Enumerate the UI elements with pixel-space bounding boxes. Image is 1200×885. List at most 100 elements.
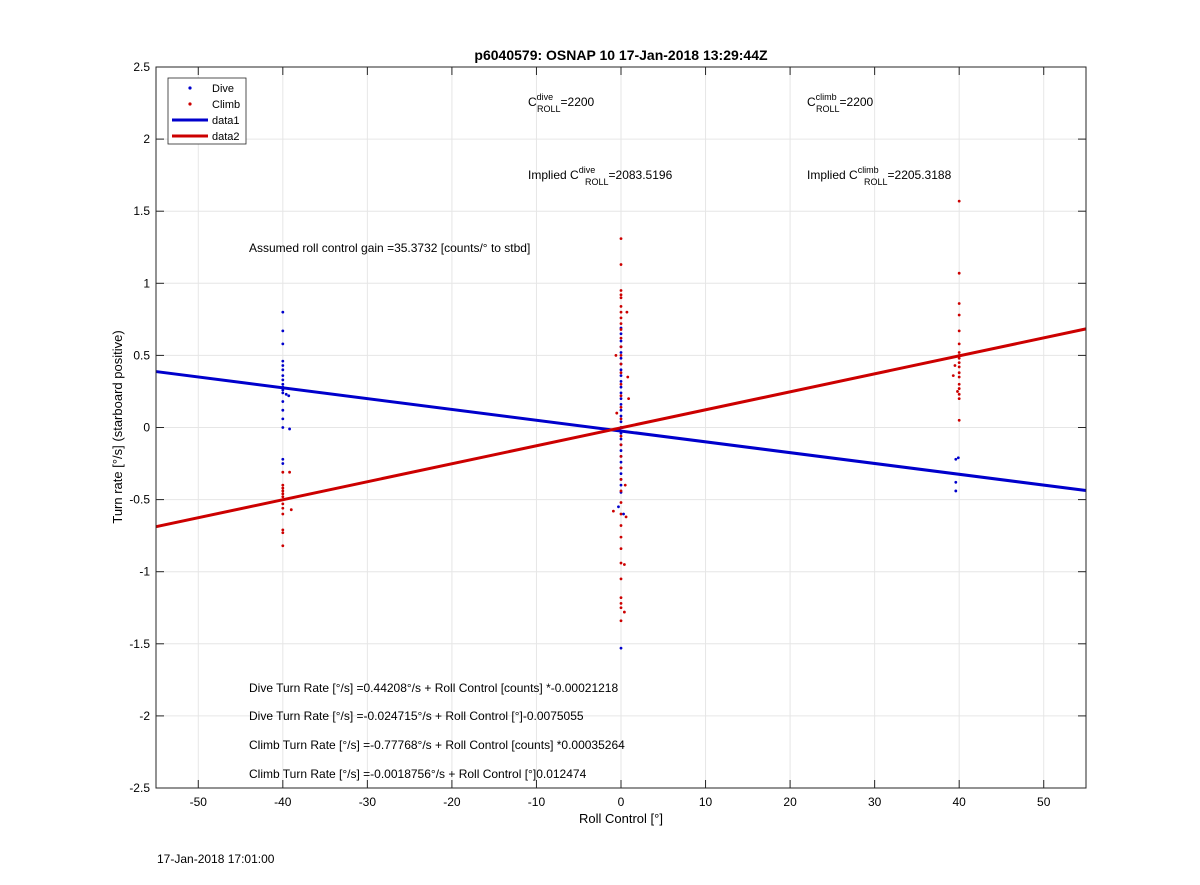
y-tick-label: -1.5: [129, 637, 150, 651]
point-climb: [615, 411, 619, 415]
x-tick-label: 20: [783, 795, 797, 809]
legend: Dive Climb data1 data2: [167, 77, 247, 145]
point-climb: [619, 263, 623, 266]
point-climb: [281, 498, 285, 501]
point-climb: [281, 506, 285, 510]
legend-dive-label: Dive: [212, 83, 234, 95]
point-climb: [281, 512, 285, 516]
point-climb: [619, 328, 623, 331]
point-dive: [619, 374, 623, 377]
point-climb: [619, 577, 623, 581]
point-climb: [281, 544, 285, 548]
point-climb: [619, 489, 623, 493]
series-line-data1: [155, 370, 1087, 493]
point-dive: [281, 462, 285, 465]
y-tick-label: 0.5: [133, 348, 150, 362]
point-climb: [957, 371, 961, 375]
point-climb: [957, 418, 961, 422]
point-climb: [619, 362, 623, 366]
point-climb: [281, 489, 285, 493]
implied-climb-value: =2205.3188: [888, 168, 952, 182]
point-dive: [956, 456, 960, 460]
point-dive: [619, 397, 623, 401]
point-dive: [288, 427, 291, 431]
point-climb: [619, 394, 623, 398]
point-dive: [954, 457, 958, 461]
point-climb: [619, 524, 623, 527]
point-dive: [619, 420, 623, 424]
c-roll-climb-sup: climb: [816, 92, 837, 102]
implied-dive-sup: dive: [579, 165, 596, 175]
point-climb: [953, 364, 957, 367]
point-climb: [619, 561, 623, 565]
c-roll-dive-sub: ROLL: [537, 104, 561, 114]
point-dive: [281, 364, 285, 367]
point-climb: [281, 483, 285, 487]
point-dive: [619, 472, 623, 476]
point-dive: [619, 391, 623, 395]
point-climb: [619, 289, 623, 292]
c-roll-dive-annotation: Cdive ROLL=2200: [528, 92, 595, 114]
x-tick-label: -40: [274, 795, 292, 809]
point-dive: [619, 414, 623, 418]
c-roll-climb-sub: ROLL: [816, 104, 840, 114]
point-dive: [281, 388, 285, 392]
y-tick-label: 0: [143, 421, 150, 435]
point-climb: [956, 390, 959, 393]
point-climb: [288, 470, 291, 474]
implied-c-roll-climb-annotation: Implied Cclimb ROLL=2205.3188: [807, 165, 952, 187]
point-climb: [619, 547, 623, 551]
c-roll-dive-value: =2200: [561, 95, 595, 109]
point-dive: [281, 417, 285, 421]
point-dive: [281, 391, 285, 395]
legend-climb-marker: [188, 102, 192, 106]
point-climb: [957, 387, 961, 390]
point-dive: [619, 356, 623, 360]
legend-climb-label: Climb: [212, 99, 240, 111]
point-climb: [619, 345, 623, 349]
point-dive: [619, 339, 623, 343]
point-dive: [281, 374, 285, 377]
point-climb: [957, 271, 961, 275]
point-climb: [619, 478, 623, 481]
point-climb: [619, 596, 623, 600]
point-climb: [623, 483, 627, 487]
legend-data1-label: data1: [212, 115, 240, 127]
x-tick-label: -30: [359, 795, 377, 809]
y-tick-label: -0.5: [129, 493, 150, 507]
point-climb: [619, 405, 623, 409]
point-climb: [614, 354, 618, 357]
c-roll-climb-annotation: Cclimb ROLL=2200: [807, 92, 874, 114]
y-tick-label: 1: [143, 276, 150, 290]
x-tick-label: -10: [528, 795, 546, 809]
point-climb: [957, 382, 961, 386]
x-tick-label: 30: [868, 795, 882, 809]
point-climb: [626, 375, 630, 379]
point-dive: [281, 382, 285, 386]
point-climb: [281, 495, 285, 499]
implied-dive-sub: ROLL: [585, 177, 609, 187]
x-tick-label: 50: [1037, 795, 1051, 809]
point-climb: [619, 354, 623, 357]
point-climb: [957, 392, 961, 396]
point-climb: [281, 470, 285, 474]
point-dive: [619, 483, 623, 487]
point-climb: [622, 563, 626, 566]
point-climb: [619, 535, 623, 539]
c-roll-climb-value: =2200: [840, 95, 874, 109]
c-roll-climb-prefix: C: [807, 95, 816, 109]
point-climb: [622, 610, 626, 614]
implied-climb-prefix: Implied C: [807, 168, 858, 182]
equation-climb-degrees: Climb Turn Rate [°/s] =-0.0018756°/s + R…: [249, 767, 587, 781]
x-tick-label: 40: [953, 795, 967, 809]
point-climb: [281, 492, 285, 496]
point-climb: [957, 354, 961, 357]
y-tick-label: 2.5: [133, 60, 150, 74]
point-climb: [627, 397, 631, 401]
point-climb: [619, 304, 623, 308]
point-dive: [281, 342, 285, 346]
c-roll-dive-sup: dive: [537, 92, 554, 102]
implied-dive-prefix: Implied C: [528, 168, 579, 182]
point-dive: [281, 457, 285, 461]
point-climb: [619, 454, 623, 458]
